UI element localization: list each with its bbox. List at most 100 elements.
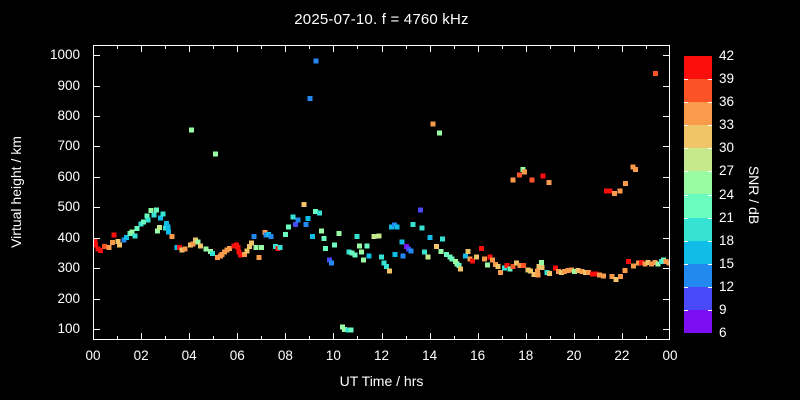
data-point xyxy=(525,267,531,273)
data-point xyxy=(129,229,135,235)
data-point xyxy=(604,188,609,194)
data-point xyxy=(636,260,642,266)
data-point xyxy=(666,260,670,266)
data-point xyxy=(558,270,564,276)
data-point xyxy=(394,224,400,230)
colorbar-tick xyxy=(708,241,712,242)
data-point xyxy=(489,257,495,263)
data-point xyxy=(309,234,315,240)
y-tick-label: 500 xyxy=(57,199,80,215)
data-point xyxy=(546,270,552,276)
data-point xyxy=(319,228,325,234)
data-point xyxy=(631,263,637,269)
data-point xyxy=(562,269,568,275)
data-point xyxy=(244,248,250,254)
data-point xyxy=(248,240,254,246)
data-point xyxy=(356,243,362,249)
data-point xyxy=(354,234,360,240)
colorbar-tick-label: 15 xyxy=(719,255,735,271)
data-point xyxy=(392,251,398,257)
x-tick-label: 14 xyxy=(422,348,438,363)
data-point xyxy=(359,249,364,255)
data-point xyxy=(384,264,389,270)
data-point xyxy=(189,127,195,133)
data-point xyxy=(268,234,274,240)
colorbar-segment xyxy=(684,286,712,310)
colorbar-segment xyxy=(684,263,712,287)
data-point xyxy=(348,327,354,333)
data-point xyxy=(422,249,427,255)
plot-border xyxy=(93,45,670,340)
data-point xyxy=(148,208,154,213)
x-axis-label: UT Time / hrs xyxy=(339,373,424,389)
x-tick-label: 12 xyxy=(373,348,390,363)
data-point xyxy=(102,244,107,250)
colorbar-tick xyxy=(708,195,712,196)
data-point xyxy=(645,260,651,266)
data-point xyxy=(386,268,392,274)
data-point xyxy=(195,239,201,245)
data-point xyxy=(427,235,433,241)
data-point xyxy=(408,248,414,254)
colorbar-tick xyxy=(708,171,712,172)
data-point xyxy=(456,263,462,269)
x-tick-label: 22 xyxy=(614,348,630,363)
data-point xyxy=(364,243,370,249)
data-point xyxy=(613,276,619,282)
data-point xyxy=(504,263,510,269)
colorbar-tick xyxy=(708,218,712,219)
data-point xyxy=(617,188,623,194)
colorbar-tick xyxy=(708,287,712,288)
data-point xyxy=(498,269,503,275)
y-tick-label: 900 xyxy=(57,77,80,93)
data-point xyxy=(145,217,151,223)
data-point xyxy=(478,245,484,251)
data-point xyxy=(313,58,319,64)
data-point xyxy=(376,233,382,239)
data-point xyxy=(160,211,166,217)
colorbar-tick xyxy=(684,264,688,265)
data-point xyxy=(572,269,578,275)
y-tick-label: 700 xyxy=(57,138,80,154)
data-point xyxy=(632,166,638,172)
colorbar-segment xyxy=(684,171,712,195)
data-point xyxy=(517,172,523,178)
colorbar-tick xyxy=(708,148,712,149)
colorbar-segment xyxy=(684,148,712,172)
colorbar-tick xyxy=(684,310,688,311)
data-point xyxy=(622,268,628,273)
colorbar-tick xyxy=(684,195,688,196)
data-point xyxy=(192,237,198,243)
data-point xyxy=(642,261,648,267)
colorbar-segment xyxy=(684,56,712,80)
data-point xyxy=(336,230,342,236)
data-point xyxy=(586,270,592,276)
data-point xyxy=(141,219,147,225)
data-point xyxy=(626,259,632,265)
data-point xyxy=(410,222,416,227)
y-tick-label: 300 xyxy=(57,260,80,276)
data-point xyxy=(352,252,358,258)
data-point xyxy=(286,224,292,230)
data-point xyxy=(301,202,307,208)
plot-title: 2025-07-10. f = 4760 kHz xyxy=(294,11,469,28)
data-point xyxy=(510,177,516,183)
data-point xyxy=(307,95,313,101)
data-point xyxy=(259,245,264,251)
data-point xyxy=(539,265,545,270)
data-point xyxy=(653,70,659,76)
data-point xyxy=(437,130,443,136)
y-tick-label: 400 xyxy=(57,229,80,245)
data-point xyxy=(381,260,387,266)
colorbar-segment xyxy=(684,102,712,126)
colorbar-tick xyxy=(708,125,712,126)
data-point xyxy=(522,169,527,175)
colorbar-tick xyxy=(708,264,712,265)
y-axis-label: Virtual height / km xyxy=(8,136,24,248)
data-point xyxy=(663,259,669,265)
data-point xyxy=(110,240,116,245)
colorbar-tick-label: 42 xyxy=(719,48,735,63)
colorbar-segment xyxy=(684,217,712,241)
data-point xyxy=(419,225,425,231)
data-point xyxy=(417,207,423,213)
